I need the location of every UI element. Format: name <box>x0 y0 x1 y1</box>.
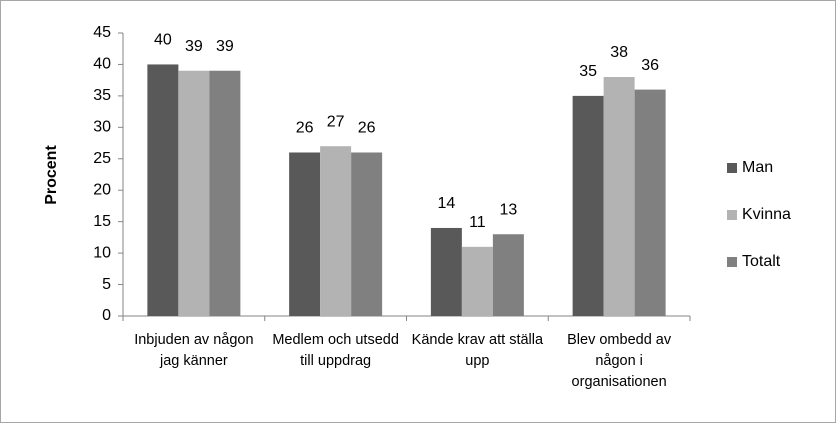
bar <box>430 227 462 316</box>
bar <box>209 70 241 316</box>
y-tick-label: 5 <box>102 276 111 293</box>
data-label: 35 <box>579 63 597 80</box>
y-tick-label: 10 <box>93 244 111 261</box>
bar <box>147 64 179 316</box>
data-label: 13 <box>499 201 517 218</box>
data-label: 38 <box>610 44 628 61</box>
data-label: 36 <box>641 57 659 74</box>
data-label: 40 <box>154 32 172 49</box>
data-label: 39 <box>185 38 203 55</box>
legend-swatch <box>727 257 737 267</box>
y-tick-label: 35 <box>93 87 111 104</box>
data-label: 14 <box>437 195 455 212</box>
y-tick-label: 40 <box>93 56 111 73</box>
y-tick-label: 30 <box>93 119 111 136</box>
y-tick-label: 0 <box>102 307 111 324</box>
bar <box>603 77 635 317</box>
data-label: 26 <box>296 120 314 137</box>
bar <box>492 234 524 316</box>
y-tick-label: 25 <box>93 150 111 167</box>
legend-label: Man <box>742 159 773 176</box>
bar <box>572 95 604 316</box>
x-tick-label: Kände krav att ställa upp <box>411 332 544 369</box>
y-axis-label: Procent <box>43 145 60 205</box>
bar <box>320 146 352 316</box>
bar <box>178 70 210 316</box>
y-tick-label: 45 <box>93 24 111 41</box>
legend-swatch <box>727 210 737 220</box>
x-tick-label: Medlem och utsedd till uppdrag <box>272 332 399 369</box>
legend-swatch <box>727 163 737 173</box>
data-label: 39 <box>216 38 234 55</box>
data-label: 26 <box>358 120 376 137</box>
legend-label: Totalt <box>742 253 781 270</box>
legend-label: Kvinna <box>742 206 791 223</box>
y-tick-label: 20 <box>93 181 111 198</box>
bar <box>461 246 493 316</box>
bar <box>351 152 383 316</box>
bar <box>289 152 321 316</box>
x-tick-label: Inbjuden av någon jag känner <box>134 332 254 369</box>
bar <box>634 89 666 316</box>
data-label: 11 <box>469 214 486 231</box>
x-tick-label: Blev ombedd av någon i organisationen <box>567 332 672 390</box>
data-label: 27 <box>327 113 345 130</box>
y-tick-label: 15 <box>93 213 111 230</box>
